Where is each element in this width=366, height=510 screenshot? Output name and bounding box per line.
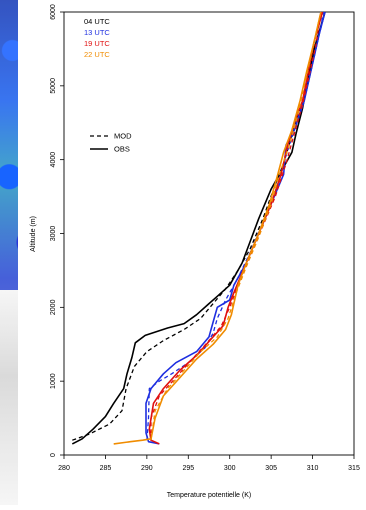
y-tick-label: 3000 — [50, 226, 57, 242]
legend-style-label: OBS — [114, 145, 130, 154]
plot-frame — [63, 11, 355, 456]
series-22-utc-mod — [150, 11, 322, 441]
legend-styles: MOD OBS — [90, 132, 132, 154]
y-tick-label: 6000 — [50, 4, 57, 20]
x-tick-label: 290 — [141, 465, 153, 472]
x-tick-label: 300 — [224, 465, 236, 472]
y-tick-label: 4000 — [50, 152, 57, 168]
x-tick-label: 280 — [58, 465, 70, 472]
series-04-utc-obs — [71, 11, 326, 445]
y-axis-label: Altitude (m) — [30, 216, 37, 252]
y-tick-label: 0 — [50, 453, 57, 457]
series-19-utc-obs — [148, 11, 324, 445]
x-tick-label: 305 — [265, 465, 277, 472]
plot-panel: 280 285 290 295 300 305 310 315 0 1000 2000 3000 40… — [18, 0, 366, 505]
profile-chart: 280 285 290 295 300 305 310 315 0 1000 2000 3000 40… — [30, 4, 360, 499]
legend-time-label: 19 UTC — [84, 39, 110, 48]
legend-time-label: 13 UTC — [84, 28, 110, 37]
legend-time-label: 04 UTC — [84, 17, 110, 26]
x-axis-label: Temperature potentielle (K) — [167, 492, 251, 499]
series-22-utc-obs — [113, 11, 322, 445]
legend-style-label: MOD — [114, 132, 132, 141]
x-tick-label: 295 — [182, 465, 194, 472]
series-13-utc-mod — [146, 11, 324, 441]
series-19-utc-mod — [150, 11, 322, 441]
y-tick-label: 2000 — [50, 299, 57, 315]
legend-times: 04 UTC 13 UTC 19 UTC 22 UTC — [84, 17, 110, 59]
series-04-utc-mod — [72, 11, 326, 441]
y-tick-label: 1000 — [50, 373, 57, 389]
x-tick-label: 310 — [307, 465, 319, 472]
x-tick-label: 315 — [348, 465, 360, 472]
x-tick-label: 285 — [100, 465, 112, 472]
legend-time-label: 22 UTC — [84, 50, 110, 59]
y-tick-label: 5000 — [50, 78, 57, 94]
